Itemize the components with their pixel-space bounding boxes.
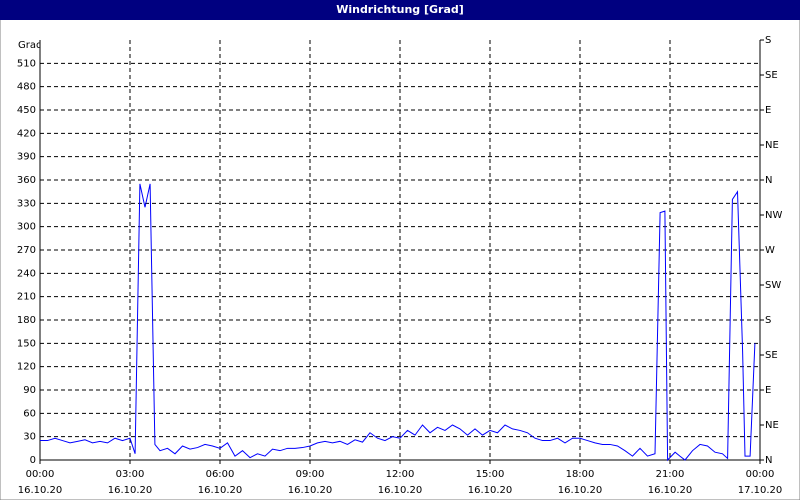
y-tick-label: 120 xyxy=(17,362,36,373)
x-tick-date: 16.10.20 xyxy=(198,485,243,496)
x-tick-label: 06:00 xyxy=(206,469,235,480)
x-tick-date: 16.10.20 xyxy=(648,485,693,496)
y-tick-label: 390 xyxy=(17,152,36,163)
y-tick-label: 90 xyxy=(23,385,36,396)
x-tick-label: 15:00 xyxy=(476,469,505,480)
y2-tick-label: NE xyxy=(765,420,779,431)
y-tick-label: 480 xyxy=(17,82,36,93)
x-tick-label: 12:00 xyxy=(386,469,415,480)
x-tick-label: 00:00 xyxy=(26,469,55,480)
x-tick-date: 16.10.20 xyxy=(18,485,63,496)
x-tick-date: 17.10.20 xyxy=(738,485,783,496)
x-tick-label: 00:00 xyxy=(746,469,775,480)
title-bar xyxy=(0,0,800,20)
y2-tick-label: SW xyxy=(765,280,781,291)
y2-tick-label: N xyxy=(765,175,772,186)
y-tick-label: 360 xyxy=(17,175,36,186)
y-tick-label: 450 xyxy=(17,105,36,116)
x-tick-label: 03:00 xyxy=(116,469,145,480)
y-tick-label: 300 xyxy=(17,222,36,233)
data-line xyxy=(40,183,756,462)
y-tick-label: 60 xyxy=(23,408,36,419)
y2-tick-label: NE xyxy=(765,140,779,151)
y-tick-label: 240 xyxy=(17,268,36,279)
y-tick-label: 420 xyxy=(17,128,36,139)
x-tick-label: 09:00 xyxy=(296,469,325,480)
y-tick-label: 330 xyxy=(17,198,36,209)
y-tick-label: 150 xyxy=(17,338,36,349)
x-tick-label: 18:00 xyxy=(566,469,595,480)
y2-tick-label: E xyxy=(765,385,771,396)
y2-tick-label: S xyxy=(765,35,771,46)
y2-tick-label: NW xyxy=(765,210,782,221)
y2-tick-label: SE xyxy=(765,70,778,81)
y2-tick-label: N xyxy=(765,455,772,466)
x-tick-label: 21:00 xyxy=(656,469,685,480)
y2-tick-label: S xyxy=(765,315,771,326)
x-tick-date: 16.10.20 xyxy=(288,485,333,496)
x-tick-date: 16.10.20 xyxy=(468,485,513,496)
x-tick-date: 16.10.20 xyxy=(378,485,423,496)
y-tick-label: 510 xyxy=(17,58,36,69)
x-tick-date: 16.10.20 xyxy=(108,485,153,496)
chart-title: Windrichtung [Grad] xyxy=(336,3,464,16)
y-tick-label: 270 xyxy=(17,245,36,256)
y-tick-label: 180 xyxy=(17,315,36,326)
y-axis-label: Grad xyxy=(18,40,42,51)
y2-tick-label: E xyxy=(765,105,771,116)
y-tick-label: 30 xyxy=(23,432,36,443)
x-tick-date: 16.10.20 xyxy=(558,485,603,496)
y2-tick-label: W xyxy=(765,245,775,256)
y-tick-label: 0 xyxy=(30,455,36,466)
y-tick-label: 210 xyxy=(17,292,36,303)
y2-tick-label: SE xyxy=(765,350,778,361)
